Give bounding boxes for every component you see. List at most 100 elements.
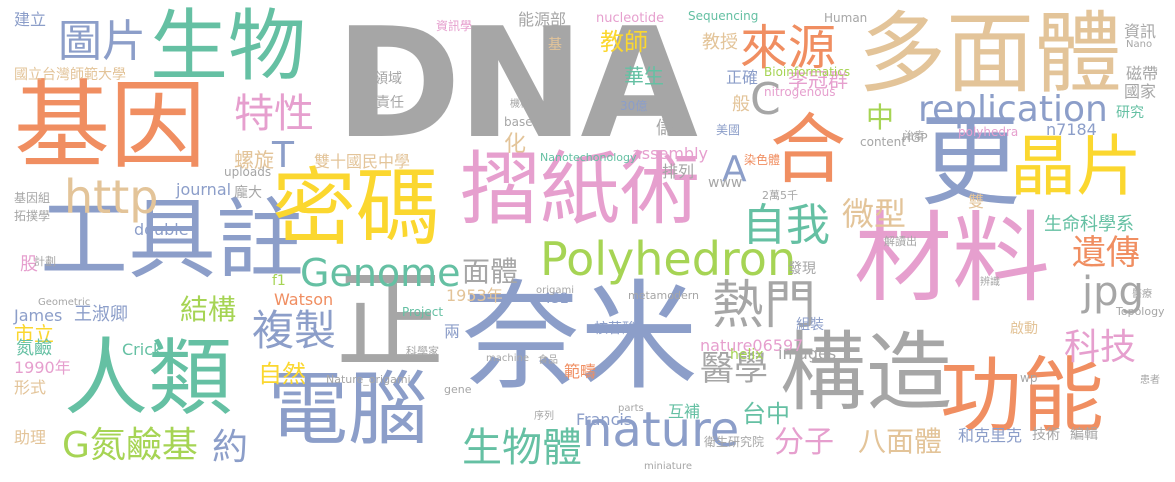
- word-qidong: 啟動: [1010, 321, 1038, 337]
- word-jiegou: 結構: [180, 293, 237, 326]
- word-tuopu: 拓撲學: [14, 209, 51, 223]
- word-zixunxue: 資訊學: [436, 19, 473, 33]
- word-jixie: 機械: [510, 99, 530, 110]
- word-sequencing: Sequencing: [688, 9, 759, 23]
- word-nengyuanbu: 能源部: [518, 10, 567, 29]
- word-polyhedra: polyhedra: [958, 125, 1019, 139]
- word-shibie: 辨識: [980, 277, 1000, 288]
- word-wp: wp: [1020, 371, 1038, 385]
- word-jiyin: 基因: [14, 70, 206, 182]
- word-duomianti: 多面體: [858, 2, 1123, 105]
- word-project: Project: [402, 305, 444, 319]
- word-zhuli: 助理: [14, 428, 47, 447]
- word-luoxuan: 螺旋: [234, 148, 274, 172]
- word-2wan5: 2萬5千: [762, 189, 798, 202]
- word-gu: 股: [20, 254, 38, 275]
- word-machine: machine: [486, 353, 529, 364]
- word-gene: gene: [444, 383, 472, 396]
- word-t: T: [272, 135, 294, 176]
- word-gouzao: 構造: [780, 323, 952, 423]
- word-lingyu: 領域: [374, 71, 402, 87]
- word-xulie: 序列: [534, 411, 554, 422]
- word-v452: v452: [534, 291, 570, 307]
- word-huanzhe: 患者: [1140, 375, 1160, 386]
- word-bianji: 編輯: [1070, 427, 1098, 443]
- word-huasheng: 華生: [624, 64, 664, 88]
- word-meiguo: 美國: [716, 123, 741, 137]
- word-mima: 密碼: [272, 159, 441, 257]
- word-yixue: 醫學: [700, 349, 768, 389]
- word-ranse: 染色體: [744, 153, 781, 167]
- word-weisheng: 衛生研究院: [704, 435, 765, 449]
- word-30yi: 30億: [620, 99, 648, 113]
- word-zuzhuang: 組裝: [796, 317, 824, 333]
- word-jishu: 技術: [1032, 427, 1060, 443]
- word-nano: Nano: [1126, 39, 1153, 50]
- word-http: http: [64, 170, 159, 224]
- word-fuzhi: 複製: [252, 306, 337, 355]
- word-dna: DNA: [335, 0, 698, 172]
- word-c: C: [750, 74, 781, 125]
- word-tupian: 圖片: [58, 16, 146, 67]
- word-journal: journal: [176, 180, 232, 199]
- word-uploads: uploads: [224, 165, 272, 179]
- word-nature: nature: [582, 402, 740, 458]
- word-cailiao: 材料: [854, 202, 1051, 316]
- word-renlei: 人類: [64, 329, 233, 427]
- word-nitrogenous: nitrogenous: [764, 85, 836, 99]
- word-www: www: [708, 175, 743, 191]
- word-bases: bases: [504, 115, 539, 129]
- word-keji: 科技: [1064, 327, 1137, 368]
- word-a: A: [722, 149, 747, 190]
- word-paili: 排列: [662, 162, 695, 181]
- word-fenzi: 分子: [774, 425, 834, 460]
- word-jiaoshou: 教授: [702, 32, 738, 53]
- word-jpg: jpg: [1082, 269, 1144, 315]
- word-metamodern: metamodern: [628, 289, 700, 302]
- word-double: double: [134, 220, 189, 239]
- word-miniature: miniature: [644, 461, 693, 472]
- word-diannao: 電腦: [268, 363, 428, 456]
- word-jiyinzu: 基因組: [14, 191, 51, 205]
- word-cidai: 磁帶: [1126, 64, 1159, 83]
- word-jianli: 建立: [14, 10, 47, 29]
- word-zhiliao: 治療: [904, 131, 924, 142]
- word-wangshuqing: 王淑卿: [74, 304, 128, 325]
- word-danjian: G氮鹼基: [62, 425, 198, 466]
- word-polyhedron: Polyhedron: [540, 232, 797, 286]
- word-jiedu: 解讀出: [884, 235, 917, 248]
- word-taizhong: 台中: [742, 400, 790, 428]
- word-zeren: 責任: [376, 95, 404, 111]
- word-content: content: [860, 135, 906, 149]
- word-fazhan: 發現: [788, 261, 816, 277]
- word-james: James: [14, 306, 63, 325]
- word-texing: 特性: [234, 91, 314, 137]
- word-francis: Francis: [576, 410, 633, 429]
- word-n7184: n7184: [1046, 120, 1097, 139]
- word-1990: 1990年: [14, 358, 71, 377]
- word-crick: Crick: [122, 340, 163, 359]
- word-nature06597: nature06597: [700, 336, 804, 355]
- word-mianti: 面體: [462, 255, 519, 288]
- word-replication: replication: [918, 89, 1108, 130]
- word-ban: 般: [732, 94, 750, 115]
- word-liang: 兩: [444, 322, 461, 341]
- word-f1: f1: [272, 273, 286, 289]
- word-pangda: 龐大: [234, 185, 262, 201]
- word-jingpian: 晶片: [1010, 128, 1142, 205]
- word-remen: 熱門: [712, 276, 817, 336]
- word-nature-origami: Nature_origami: [326, 373, 411, 386]
- word-guolitaiwan: 國立台灣師範大學: [14, 67, 126, 83]
- word-nanotech: Nanotechonology: [540, 151, 637, 164]
- word-nami: 奈米: [462, 268, 699, 406]
- word-hegansuan: 核苷酸: [594, 321, 636, 337]
- word-origami: origami: [536, 285, 575, 296]
- word-bioinformatics: Bioinformatics: [764, 65, 851, 79]
- word-zhengque: 正確: [726, 68, 759, 87]
- word-parts: parts: [618, 403, 644, 414]
- word-hekeli: 和克里克: [958, 426, 1023, 445]
- word-chucun: 儲存: [656, 118, 692, 139]
- word-laiyuan: 來源: [740, 20, 837, 76]
- word-hua: 化: [504, 132, 527, 157]
